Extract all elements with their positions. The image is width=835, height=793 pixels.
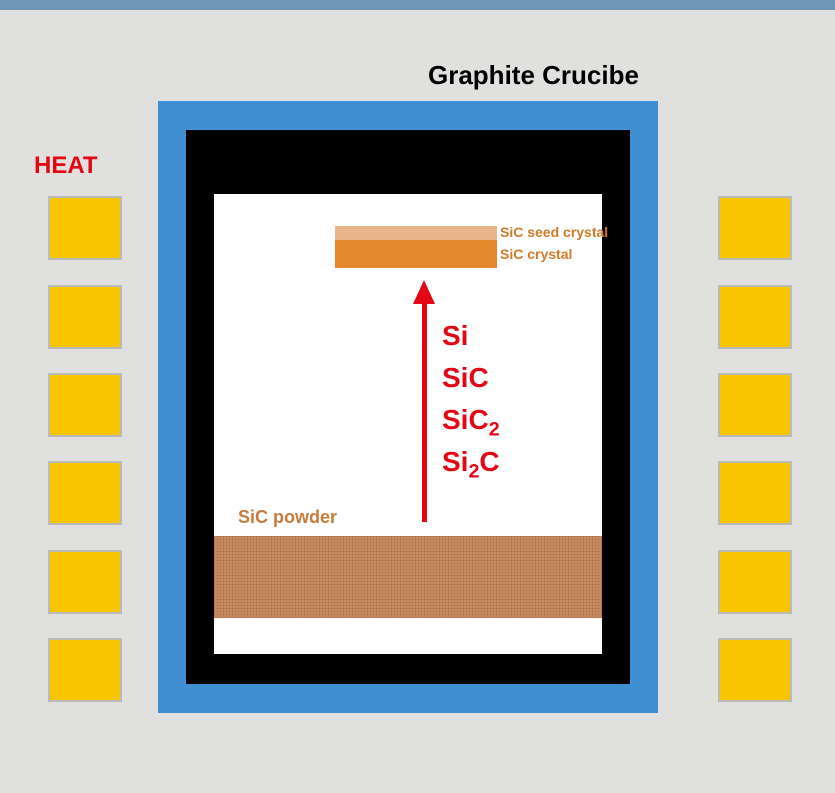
sic-seed-crystal-layer — [335, 226, 497, 240]
vapor-transport-arrow-head — [413, 280, 435, 304]
heater-block — [48, 461, 122, 525]
heater-block — [718, 196, 792, 260]
heater-block — [48, 285, 122, 349]
crucible-lid-notch — [330, 130, 502, 194]
heater-block — [718, 461, 792, 525]
sic-powder-region — [214, 536, 602, 618]
heater-block — [718, 285, 792, 349]
top-accent-bar — [0, 0, 835, 10]
heater-block — [48, 550, 122, 614]
powder-texture — [214, 536, 602, 618]
heater-block — [48, 373, 122, 437]
vapor-transport-arrow-shaft — [422, 302, 427, 522]
heat-label: HEAT — [34, 152, 98, 180]
vapor-species: Si2C — [442, 446, 500, 484]
heater-block — [718, 550, 792, 614]
sic-powder-label: SiC powder — [238, 507, 337, 528]
heater-block — [48, 196, 122, 260]
vapor-species: SiC2 — [442, 404, 500, 442]
vapor-species: SiC — [442, 362, 489, 394]
heater-block — [48, 638, 122, 702]
title-label: Graphite Crucibe — [428, 60, 639, 91]
diagram-canvas: Graphite Crucibe HEAT SiC seed crystal S… — [0, 0, 835, 793]
heater-block — [718, 638, 792, 702]
sic-crystal-layer — [335, 240, 497, 268]
heater-block — [718, 373, 792, 437]
vapor-species: Si — [442, 320, 468, 352]
sic-crystal-label: SiC crystal — [500, 246, 572, 262]
seed-crystal-label: SiC seed crystal — [500, 224, 608, 240]
